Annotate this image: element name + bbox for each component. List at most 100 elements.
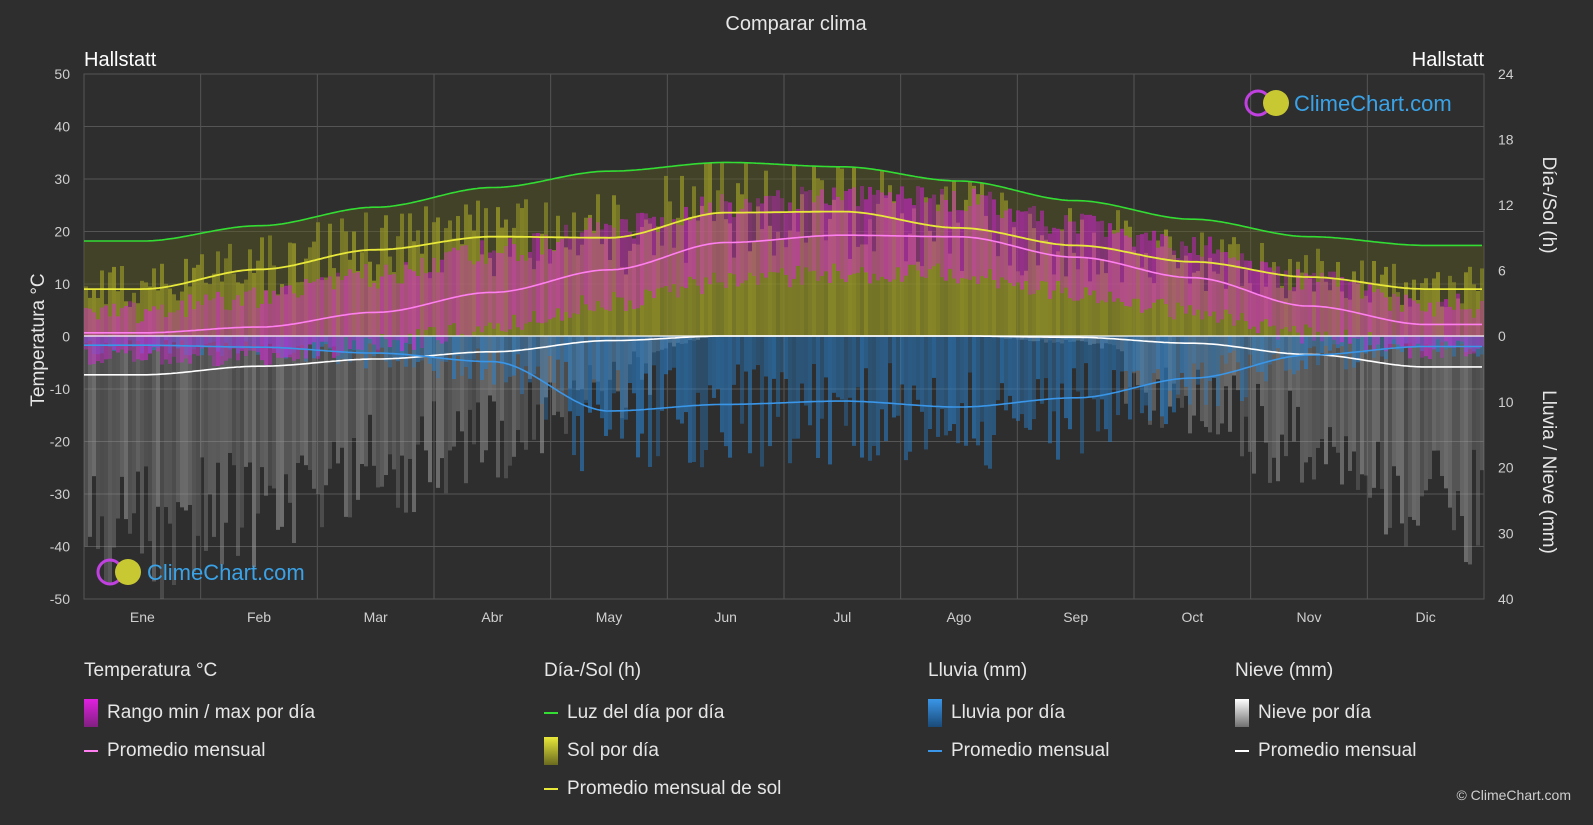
sunshine-bar <box>784 247 788 336</box>
sunshine-bar <box>592 230 596 336</box>
rain-bar <box>1304 336 1308 370</box>
temp-range-bar <box>1020 211 1024 290</box>
temp-range-bar <box>1276 266 1280 340</box>
daylight-bar <box>324 214 328 336</box>
temp-range-bar <box>900 186 904 282</box>
temp-range-bar <box>232 299 236 349</box>
snow-bar <box>488 336 492 396</box>
temp-range-bar <box>336 272 340 356</box>
temp-range-bar <box>520 255 524 330</box>
sunshine-bar <box>808 237 812 336</box>
temp-range-bar <box>332 289 336 358</box>
y-left-tick-label: 20 <box>54 224 70 240</box>
temp-range-bar <box>1220 252 1224 320</box>
snow-bar <box>1228 336 1232 432</box>
sunshine-bar <box>240 283 244 336</box>
rain-bar <box>804 336 808 406</box>
rain-bar <box>88 336 92 341</box>
rain-bar <box>664 336 668 375</box>
sunshine-bar <box>1128 226 1132 336</box>
sunshine-bar <box>116 291 120 336</box>
rain-bar <box>1024 336 1028 428</box>
temp-range-bar <box>504 245 508 332</box>
rain-bar <box>528 336 532 383</box>
rain-bar <box>612 336 616 394</box>
rain-bar <box>288 336 292 355</box>
daylight-bar <box>1024 192 1028 336</box>
temp-range-bar <box>296 297 300 360</box>
y-left-tick-label: 40 <box>54 119 70 135</box>
snow-bar <box>1480 336 1484 471</box>
snow-bar <box>1428 336 1432 480</box>
rain-bar <box>1228 336 1232 353</box>
rain-bar <box>940 336 944 410</box>
legend-snow: Nieve (mm) Nieve por día Promedio mensua… <box>1235 660 1416 770</box>
axis-right-top-label: Día-/Sol (h) <box>1538 156 1559 253</box>
rain-bar <box>780 336 784 373</box>
snow-bar <box>1320 336 1324 440</box>
rain-bar <box>888 336 892 364</box>
rain-bar <box>444 336 448 362</box>
temp-range-bar <box>924 202 928 278</box>
rain-bar <box>1224 336 1228 364</box>
sunshine-bar <box>1316 248 1320 336</box>
snow-bar <box>1268 336 1272 483</box>
snow-bar <box>460 336 464 432</box>
snow-bar <box>1376 336 1380 442</box>
sunshine-bar <box>112 266 116 336</box>
sunshine-bar <box>1288 259 1292 336</box>
rain-bar <box>380 336 384 348</box>
temp-range-bar <box>1120 228 1124 302</box>
rain-bar <box>276 336 280 353</box>
sunshine-bar <box>328 223 332 336</box>
snow-bar <box>1312 336 1316 480</box>
rain-bar <box>1216 336 1220 406</box>
temp-range-bar <box>1296 269 1300 333</box>
temp-range-bar <box>652 216 656 299</box>
rain-bar <box>460 336 464 376</box>
temp-range-bar <box>1152 230 1156 303</box>
sunshine-bar <box>436 217 440 336</box>
rain-bar <box>964 336 968 446</box>
rain-bar <box>468 336 472 379</box>
sunshine-bar <box>1344 298 1348 336</box>
sunshine-bar <box>1144 252 1148 336</box>
rain-bar <box>508 336 512 377</box>
rain-bar <box>360 336 364 354</box>
temp-range-bar <box>420 257 424 349</box>
snow-bar <box>672 336 676 347</box>
rain-bar <box>920 336 924 412</box>
temp-range-bar <box>592 233 596 312</box>
sunshine-bar <box>1072 252 1076 336</box>
rain-bar <box>524 336 528 367</box>
rain-bar <box>1440 336 1444 343</box>
rain-bar <box>352 336 356 351</box>
rain-bar <box>868 336 872 461</box>
temp-range-bar <box>108 316 112 359</box>
temp-range-bar <box>140 321 144 361</box>
daylight-bar <box>652 168 656 336</box>
sunshine-bar <box>444 228 448 336</box>
sunshine-bar <box>84 286 88 336</box>
y-left-tick-label: 10 <box>54 276 70 292</box>
snow-bar <box>168 336 172 524</box>
rain-bar <box>1464 336 1468 352</box>
rain-bar <box>876 336 880 456</box>
sunshine-bar <box>712 221 716 336</box>
temp-range-bar <box>496 252 500 324</box>
temp-range-bar <box>1404 294 1408 347</box>
temp-range-bar <box>116 316 120 353</box>
sunshine-bar <box>224 258 228 336</box>
snow-bar <box>668 336 672 343</box>
snow-bar <box>1264 336 1268 443</box>
sunshine-bar <box>392 272 396 336</box>
sunshine-bar <box>976 194 980 336</box>
temp-range-bar <box>740 208 744 284</box>
rain-bar <box>252 336 256 345</box>
rain-bar <box>156 336 160 348</box>
snow-bar <box>592 336 596 383</box>
rain-bar <box>104 336 108 343</box>
temp-range-bar <box>1272 270 1276 326</box>
temp-range-bar <box>648 218 652 292</box>
sunshine-bar <box>352 231 356 336</box>
